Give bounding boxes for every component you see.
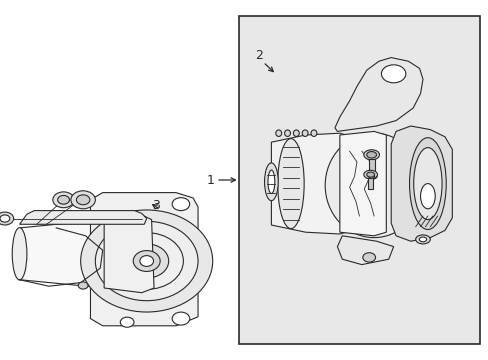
Ellipse shape	[366, 172, 374, 177]
Ellipse shape	[124, 244, 168, 278]
Ellipse shape	[413, 148, 441, 220]
Ellipse shape	[140, 256, 153, 266]
Ellipse shape	[293, 130, 299, 136]
Polygon shape	[20, 211, 146, 224]
Polygon shape	[390, 126, 451, 241]
Ellipse shape	[12, 228, 27, 280]
Ellipse shape	[368, 175, 374, 178]
Circle shape	[381, 65, 405, 83]
Circle shape	[0, 212, 14, 225]
Ellipse shape	[363, 150, 379, 160]
Ellipse shape	[409, 138, 445, 230]
Polygon shape	[104, 215, 154, 293]
Circle shape	[172, 312, 189, 325]
Ellipse shape	[418, 237, 426, 242]
Polygon shape	[339, 131, 386, 236]
Circle shape	[76, 195, 90, 205]
Circle shape	[120, 317, 134, 327]
Ellipse shape	[420, 184, 434, 209]
Text: 3: 3	[152, 199, 160, 212]
Circle shape	[78, 282, 88, 289]
Circle shape	[172, 198, 189, 211]
Ellipse shape	[264, 163, 278, 201]
Polygon shape	[90, 193, 198, 326]
Ellipse shape	[284, 130, 290, 136]
Ellipse shape	[275, 130, 281, 136]
Ellipse shape	[95, 221, 198, 301]
Bar	[238, 16, 479, 344]
Bar	[367, 178, 372, 189]
Ellipse shape	[267, 170, 274, 194]
Ellipse shape	[277, 139, 304, 229]
Ellipse shape	[310, 130, 316, 136]
Polygon shape	[334, 58, 422, 131]
Ellipse shape	[110, 233, 183, 289]
Circle shape	[362, 253, 375, 262]
Circle shape	[0, 215, 10, 222]
Polygon shape	[20, 220, 105, 288]
Circle shape	[53, 192, 74, 208]
Ellipse shape	[366, 174, 376, 179]
Circle shape	[58, 195, 69, 204]
Ellipse shape	[81, 210, 212, 312]
Polygon shape	[271, 133, 351, 234]
Ellipse shape	[133, 251, 160, 271]
Ellipse shape	[302, 130, 307, 136]
Ellipse shape	[325, 133, 422, 238]
Ellipse shape	[363, 170, 377, 179]
Ellipse shape	[366, 152, 376, 158]
Circle shape	[71, 191, 95, 209]
Bar	[368, 159, 374, 173]
Text: 2: 2	[255, 49, 263, 62]
Text: 1: 1	[206, 174, 214, 186]
Ellipse shape	[415, 235, 429, 244]
Polygon shape	[337, 236, 393, 265]
